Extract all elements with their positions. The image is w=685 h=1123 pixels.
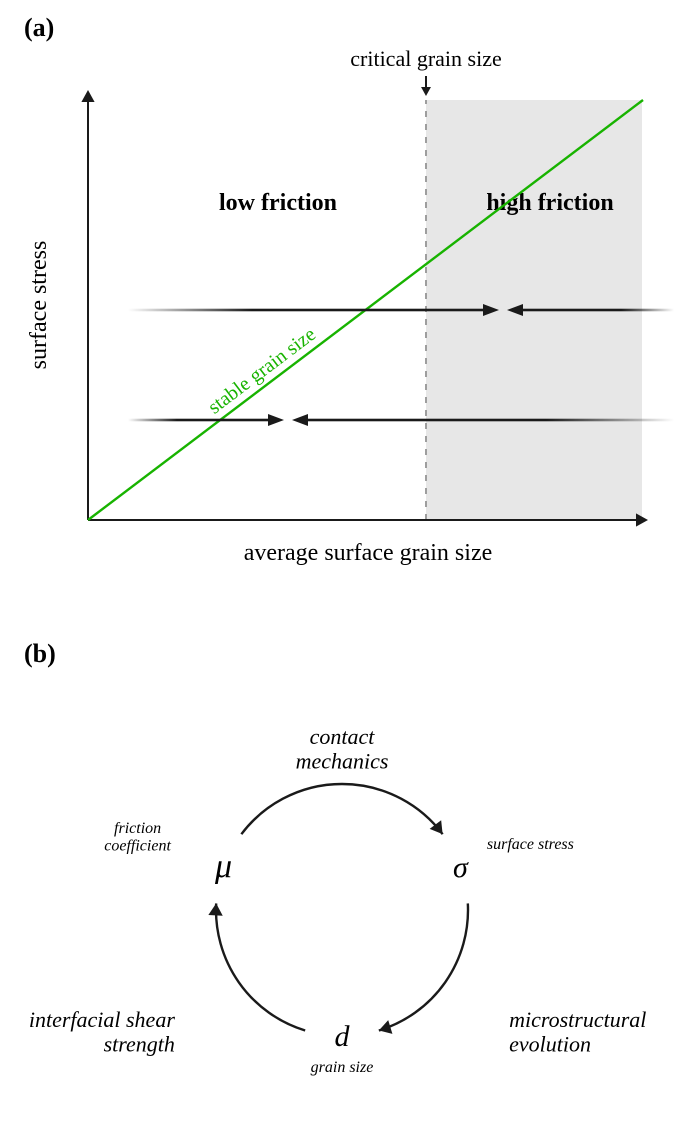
converge-1-right-shaft: [308, 419, 674, 422]
cycle-arc-label-mu-sigma: contactmechanics: [296, 724, 389, 774]
converge-1-left-head: [268, 414, 284, 426]
cycle-arc-label-d-mu: interfacial shearstrength: [29, 1007, 175, 1057]
cycle-arc-mu-sigma: [241, 784, 442, 834]
cycle-caption-mu: frictioncoefficient: [104, 820, 171, 855]
cycle-caption-d: grain size: [311, 1059, 374, 1076]
panel-a: (a) average surface grain size surface str…: [24, 13, 674, 566]
cycle-node-d: d: [335, 1020, 351, 1053]
cycle-arc-d-mu: [216, 903, 305, 1030]
low-friction-label: low friction: [219, 190, 337, 216]
converge-1-left-shaft: [128, 419, 268, 422]
figure-stage: (a) average surface grain size surface str…: [0, 0, 685, 1123]
cycle-caption-sigma: surface stress: [487, 836, 574, 853]
cycle-arrowhead-d-mu: [208, 903, 222, 915]
panel-b-label: (b): [24, 639, 56, 668]
x-axis-label: average surface grain size: [244, 540, 493, 566]
converge-0-left-shaft: [128, 309, 483, 312]
panel-b: (b) μ frictioncoefficient σ surface stress dg…: [24, 639, 646, 1076]
stable-grain-label: stable grain size: [204, 323, 320, 418]
y-axis-arrow: [81, 90, 94, 102]
y-axis-label: surface stress: [26, 241, 52, 370]
figure-svg: (a) average surface grain size surface str…: [0, 0, 685, 1123]
converge-1-right-head: [292, 414, 308, 426]
critical-grain-arrowhead: [421, 87, 431, 96]
converge-0-right-shaft: [523, 309, 674, 312]
cycle-arc-label-sigma-d: microstructuralevolution: [509, 1007, 646, 1057]
cycle-arc-sigma-d: [379, 903, 468, 1030]
cycle-node-sigma: σ: [453, 851, 469, 884]
panel-a-label: (a): [24, 13, 54, 42]
cycle-node-mu: μ: [214, 848, 232, 885]
critical-grain-label: critical grain size: [350, 46, 501, 71]
